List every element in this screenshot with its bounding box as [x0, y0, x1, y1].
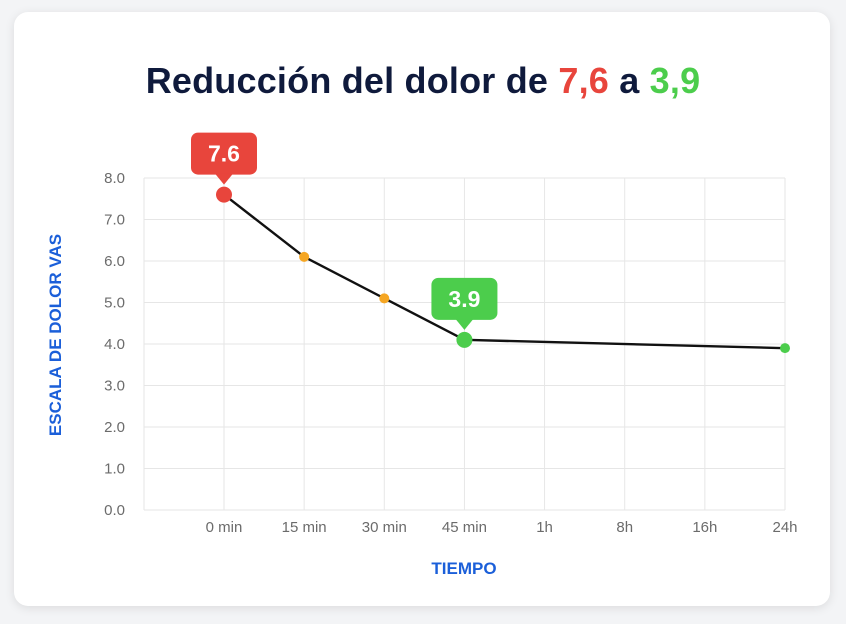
chart-title: Reducción del dolor de 7,6 a 3,9 — [0, 60, 846, 102]
y-tick-label: 2.0 — [104, 419, 125, 436]
chart-card — [14, 12, 830, 606]
chart-callouts: 7.6 3.9 — [191, 132, 498, 330]
y-tick-label: 0.0 — [104, 502, 125, 519]
x-tick-label: 24h — [772, 519, 797, 536]
x-tick-label: 45 min — [442, 519, 487, 536]
callout-pointer — [215, 173, 233, 185]
title-prefix: Reducción del dolor de — [145, 60, 559, 101]
chart-grid — [143, 177, 786, 511]
x-axis-label: TIEMPO — [431, 559, 496, 578]
y-tick-label: 4.0 — [104, 336, 125, 353]
data-point — [456, 331, 473, 348]
chart-series — [216, 186, 790, 354]
callout-label: 3.9 — [448, 286, 480, 312]
x-tick-label: 15 min — [282, 519, 327, 536]
x-tick-label: 30 min — [362, 519, 407, 536]
x-tick-label: 8h — [616, 519, 633, 536]
y-tick-label: 7.0 — [104, 212, 125, 229]
y-tick-label: 1.0 — [104, 461, 125, 478]
x-axis-ticks: 0 min 15 min 30 min 45 min 1h 8h 16h 24h — [206, 519, 798, 536]
callout-bubble — [431, 277, 498, 320]
x-tick-label: 16h — [692, 519, 717, 536]
data-point — [299, 251, 310, 262]
x-tick-label: 1h — [536, 519, 553, 536]
data-point — [216, 186, 232, 203]
callout: 7.6 — [191, 132, 257, 185]
title-start-value: 7,6 — [558, 60, 609, 101]
data-point — [780, 343, 790, 354]
y-tick-label: 5.0 — [104, 295, 125, 312]
callout: 3.9 — [431, 277, 498, 330]
callout-pointer — [455, 318, 474, 330]
series-line — [223, 193, 786, 350]
data-point — [379, 293, 390, 304]
x-tick-label: 0 min — [206, 519, 243, 536]
y-tick-label: 8.0 — [104, 170, 125, 187]
title-middle: a — [609, 60, 650, 101]
callout-bubble — [191, 132, 257, 175]
title-end-value: 3,9 — [649, 60, 701, 101]
y-axis-ticks: 0.0 1.0 2.0 3.0 4.0 5.0 6.0 7.0 8.0 — [104, 170, 125, 519]
y-tick-label: 3.0 — [104, 378, 125, 395]
y-tick-label: 6.0 — [104, 253, 125, 270]
y-axis-label: ESCALA DE DOLOR VAS — [46, 234, 65, 436]
callout-label: 7.6 — [208, 141, 240, 167]
